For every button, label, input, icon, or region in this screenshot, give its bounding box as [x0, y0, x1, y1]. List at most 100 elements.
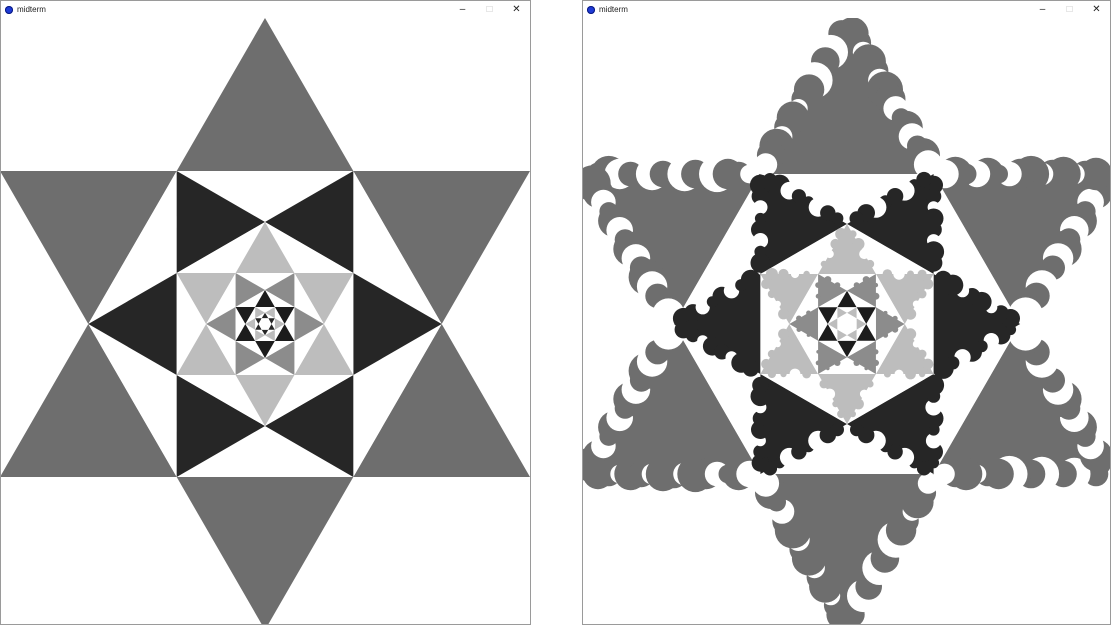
scallop-bubble: [904, 328, 917, 340]
star-point-level-2: [176, 273, 236, 324]
scallop-bubble: [916, 461, 932, 476]
scallop-bubble: [849, 211, 864, 226]
star-point-level-4: [235, 307, 256, 324]
star-point-level-4: [274, 307, 295, 324]
star-point-level-0: [933, 174, 1107, 324]
scallop-bubble: [905, 368, 916, 380]
scallop-bubble: [796, 315, 802, 322]
star-point-level-2: [875, 324, 934, 374]
scallop-bubble: [825, 249, 834, 259]
scallop-bubble: [859, 389, 869, 399]
scallop-bubble: [750, 253, 771, 273]
star-point-level-0: [1, 324, 177, 477]
window-title: midterm: [17, 5, 46, 14]
scallop-bubble: [778, 268, 789, 280]
scallop-bubble: [824, 388, 836, 400]
scallop-bubble: [751, 220, 770, 240]
star-point-level-2: [818, 374, 876, 424]
star-point-level-4: [856, 324, 876, 341]
hexagon-core-level-6: [258, 318, 272, 330]
scallop-bubble: [852, 238, 865, 250]
scallop-bubble: [806, 310, 811, 316]
minimize-button[interactable]: –: [1039, 4, 1046, 15]
minimize-button[interactable]: –: [459, 4, 466, 15]
scallop-bubble: [872, 292, 880, 300]
scallop-bubble: [761, 278, 772, 290]
star-point-level-5: [255, 329, 265, 341]
star-point-level-1: [265, 375, 354, 477]
star-point-level-3: [818, 340, 847, 374]
scallop-bubble: [918, 370, 926, 378]
scallop-bubble: [923, 374, 945, 396]
scallop-bubble: [751, 420, 770, 439]
star-point-level-1: [176, 375, 265, 477]
scallop-bubble: [917, 349, 927, 359]
scallop-bubble: [837, 409, 846, 419]
scallop-bubble: [778, 328, 789, 340]
scallop-bubble: [892, 326, 899, 333]
scallop-bubble: [934, 270, 952, 289]
scallop-bubble: [796, 327, 802, 332]
window-controls: – □ ✕: [449, 1, 530, 18]
star-point-level-1: [673, 274, 761, 374]
title-bar[interactable]: midterm – □ ✕: [1, 1, 530, 18]
scallop-bubble: [723, 283, 740, 299]
fractal-star-drawing: [1, 18, 530, 624]
midterm-window-left: midterm – □ ✕: [0, 0, 531, 625]
scallop-bubble: [762, 461, 778, 476]
maximize-button[interactable]: □: [486, 4, 493, 15]
scallop-bubble: [695, 300, 710, 315]
scallop-bubble: [917, 289, 927, 299]
star-point-level-2: [294, 324, 354, 375]
scallop-bubble: [754, 153, 778, 177]
star-point-level-4: [255, 290, 275, 307]
scallop-bubble: [887, 444, 903, 460]
scallop-bubble: [778, 308, 789, 320]
scallop-bubble: [830, 238, 841, 250]
star-point-level-0: [760, 474, 934, 624]
close-button[interactable]: ✕: [512, 4, 521, 15]
scallop-bubble: [853, 282, 860, 288]
star-point-level-4: [837, 290, 857, 308]
scallop-bubble: [912, 340, 920, 348]
scallop-bubble: [864, 366, 868, 371]
scallop-bubble: [993, 305, 1009, 321]
scallop-bubble: [742, 360, 759, 377]
star-canvas-sharp: [1, 18, 530, 624]
maximize-button[interactable]: □: [1066, 4, 1073, 15]
scallop-bubble: [752, 233, 769, 249]
scallop-bubble: [873, 282, 879, 288]
scallop-bubble: [816, 350, 820, 354]
scallop-bubble: [925, 188, 942, 204]
scallop-bubble: [806, 333, 811, 337]
scallop-bubble: [925, 221, 942, 238]
scallop-bubble: [767, 289, 776, 299]
scallop-bubble: [815, 282, 821, 288]
star-point-level-5: [837, 329, 847, 341]
star-point-level-1: [88, 273, 177, 375]
star-point-level-5: [837, 307, 847, 319]
star-point-level-5: [274, 318, 285, 330]
scallop-bubble: [740, 269, 761, 290]
scallop-bubble: [752, 410, 769, 427]
star-point-level-5: [827, 318, 838, 330]
star-point-level-3: [789, 307, 819, 341]
star-point-level-5: [245, 318, 256, 330]
star-canvas-scalloped: [583, 18, 1110, 624]
scallop-bubble: [832, 400, 839, 408]
star-point-level-0: [353, 171, 530, 324]
window-controls: – □ ✕: [1029, 1, 1110, 18]
scallop-bubble: [791, 189, 806, 204]
star-point-level-4: [856, 307, 876, 324]
star-point-level-4: [818, 307, 838, 324]
star-point-level-0: [760, 24, 934, 174]
scallop-bubble: [774, 340, 781, 348]
scallop-bubble: [904, 308, 917, 320]
star-point-level-0: [1, 171, 177, 324]
scallop-bubble: [767, 369, 776, 379]
close-button[interactable]: ✕: [1092, 4, 1101, 15]
scallop-bubble: [925, 399, 942, 416]
scallop-bubble: [859, 248, 870, 260]
scallop-bubble: [894, 369, 904, 379]
title-bar[interactable]: midterm – □ ✕: [583, 1, 1110, 18]
